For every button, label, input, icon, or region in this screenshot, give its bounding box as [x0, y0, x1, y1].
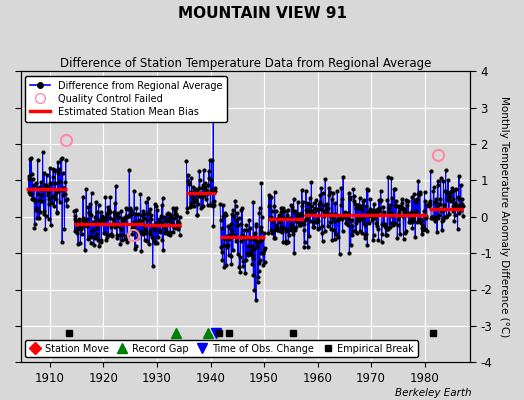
Legend: Station Move, Record Gap, Time of Obs. Change, Empirical Break: Station Move, Record Gap, Time of Obs. C… — [26, 340, 418, 358]
Text: Berkeley Earth: Berkeley Earth — [395, 388, 472, 398]
Text: MOUNTAIN VIEW 91: MOUNTAIN VIEW 91 — [178, 6, 346, 21]
Y-axis label: Monthly Temperature Anomaly Difference (°C): Monthly Temperature Anomaly Difference (… — [499, 96, 509, 337]
Title: Difference of Station Temperature Data from Regional Average: Difference of Station Temperature Data f… — [60, 57, 431, 70]
